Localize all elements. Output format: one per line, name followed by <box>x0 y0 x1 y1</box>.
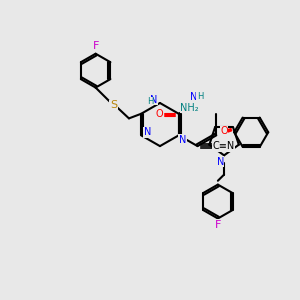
Text: NH₂: NH₂ <box>180 103 199 112</box>
Text: O: O <box>220 126 228 136</box>
Text: H: H <box>147 97 153 106</box>
Text: N: N <box>190 92 197 102</box>
Text: O: O <box>156 109 163 119</box>
Text: F: F <box>92 41 99 51</box>
Text: H: H <box>197 92 203 101</box>
Text: N: N <box>144 127 151 137</box>
Text: N: N <box>179 135 186 145</box>
Text: F: F <box>215 220 221 230</box>
Text: S: S <box>110 100 117 110</box>
Text: N: N <box>150 95 158 105</box>
Text: C≡N: C≡N <box>213 141 235 151</box>
Text: N: N <box>217 157 224 166</box>
